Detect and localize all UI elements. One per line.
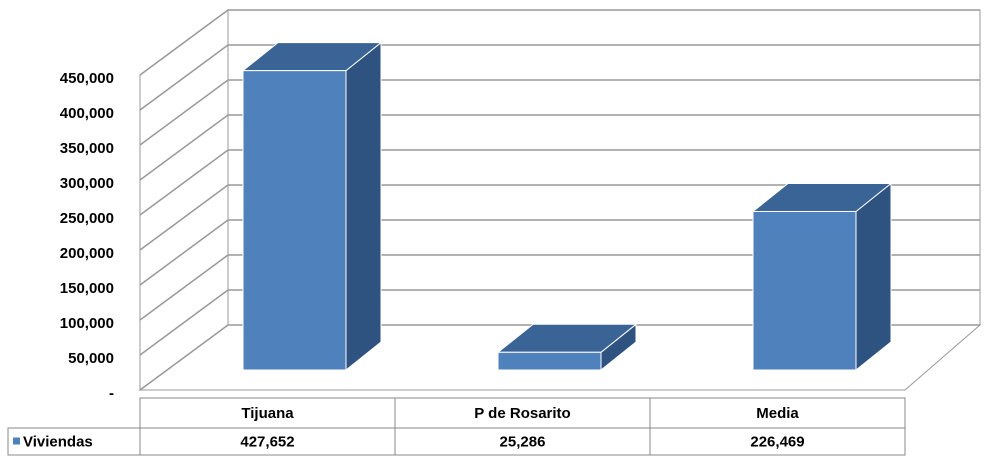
y-tick-label: 300,000	[60, 175, 114, 192]
grid-line	[139, 114, 980, 181]
bar-side	[345, 41, 382, 372]
y-tick-label: 400,000	[60, 105, 114, 122]
bar	[242, 70, 347, 371]
grid-line	[139, 149, 980, 216]
grid-line	[139, 44, 980, 111]
grid-line	[139, 9, 980, 76]
x-tick-label: Media	[756, 405, 799, 422]
grid-line	[139, 184, 980, 251]
x-tick-label: Tijuana	[241, 405, 294, 422]
y-tick-label: 450,000	[60, 70, 114, 87]
data-table-value: 427,652	[240, 433, 294, 450]
left-wall	[139, 9, 229, 391]
grid-line	[139, 79, 980, 146]
y-tick-label: 100,000	[60, 315, 114, 332]
table-frame	[139, 397, 906, 456]
y-tick-label: 50,000	[68, 350, 114, 367]
y-tick-label: 350,000	[60, 140, 114, 157]
data-table-value: 226,469	[750, 433, 804, 450]
legend-swatch	[13, 437, 20, 445]
legend-label: Viviendas	[23, 433, 93, 450]
y-tick-label: 200,000	[60, 245, 114, 262]
bar	[497, 351, 602, 371]
grid-line	[139, 324, 980, 391]
bar-side	[855, 182, 892, 372]
grid-line	[139, 289, 980, 356]
data-table-value: 25,286	[500, 433, 546, 450]
y-tick-label: 250,000	[60, 210, 114, 227]
x-tick-label: P de Rosarito	[474, 405, 570, 422]
y-tick-label: 150,000	[60, 280, 114, 297]
y-tick-label: -	[109, 385, 114, 402]
grid-line	[139, 254, 980, 321]
grid-line	[139, 219, 980, 286]
bar	[752, 210, 857, 371]
